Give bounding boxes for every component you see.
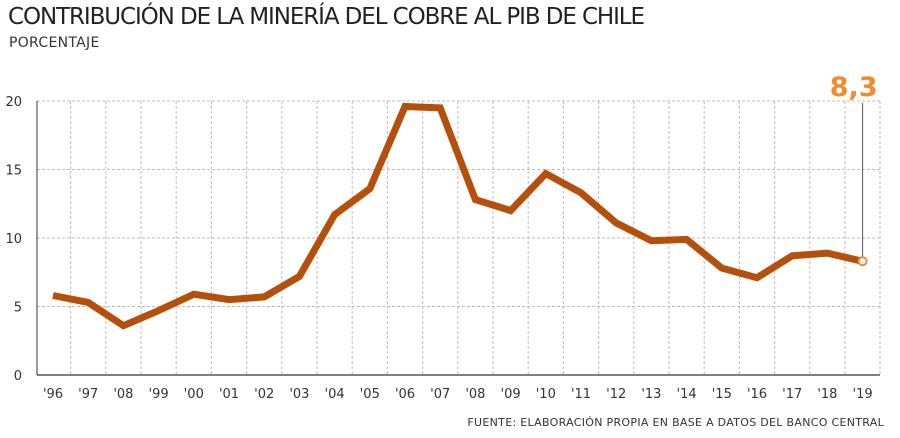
- highlight-point: [857, 256, 868, 267]
- data-point: [578, 189, 585, 196]
- x-tick-label: '02: [254, 387, 274, 402]
- x-tick-label: '09: [501, 387, 521, 402]
- data-point: [437, 104, 444, 111]
- data-point: [789, 252, 796, 259]
- x-tick-label: '06: [395, 387, 415, 402]
- x-tick-label: '00: [184, 387, 204, 402]
- x-tick-label: '13: [641, 387, 661, 402]
- x-tick-label: '05: [360, 387, 380, 402]
- y-tick-label: 15: [5, 164, 22, 179]
- data-point: [120, 322, 127, 329]
- data-point: [50, 292, 57, 299]
- data-point: [85, 299, 92, 306]
- data-point: [683, 236, 690, 243]
- y-tick-label: 20: [5, 95, 22, 110]
- data-point: [824, 250, 831, 257]
- x-tick-label: '99: [149, 387, 169, 402]
- data-point: [754, 274, 761, 281]
- data-point: [472, 196, 479, 203]
- x-tick-label: '12: [606, 387, 626, 402]
- data-point: [226, 296, 233, 303]
- x-tick-label: '16: [747, 387, 767, 402]
- x-tick-label: '08: [113, 387, 133, 402]
- y-tick-label: 10: [5, 232, 22, 247]
- data-point: [648, 237, 655, 244]
- y-tick-label: 5: [14, 301, 22, 316]
- data-point: [331, 211, 338, 218]
- source-note: FUENTE: ELABORACIÓN PROPIA EN BASE A DAT…: [467, 416, 884, 429]
- x-tick-label: '04: [325, 387, 345, 402]
- x-tick-label: '17: [782, 387, 802, 402]
- data-point: [296, 273, 303, 280]
- annotation-value: 8,3: [830, 72, 878, 103]
- y-tick-label: 0: [14, 369, 22, 384]
- x-tick-label: '03: [289, 387, 309, 402]
- x-tick-label: '96: [43, 387, 63, 402]
- x-tick-label: '10: [536, 387, 556, 402]
- x-tick-label: '97: [78, 387, 98, 402]
- x-tick-label: '19: [853, 387, 873, 402]
- x-tick-label: '14: [677, 387, 697, 402]
- chart-subtitle: PORCENTAJE: [9, 35, 100, 51]
- x-tick-label: '07: [430, 387, 450, 402]
- data-point: [155, 307, 162, 314]
- data-point: [542, 170, 549, 177]
- data-point: [366, 185, 373, 192]
- x-tick-label: '15: [712, 387, 732, 402]
- data-point: [718, 265, 725, 272]
- x-tick-label: '18: [817, 387, 837, 402]
- x-tick-label: '08: [465, 387, 485, 402]
- x-tick-label: '11: [571, 387, 591, 402]
- data-point: [507, 207, 514, 214]
- data-point: [190, 291, 197, 298]
- data-point: [613, 219, 620, 226]
- chart-title: CONTRIBUCIÓN DE LA MINERÍA DEL COBRE AL …: [8, 4, 645, 30]
- x-tick-label: '01: [219, 387, 239, 402]
- series-line: [52, 102, 864, 330]
- data-point: [402, 103, 409, 110]
- data-point: [261, 293, 268, 300]
